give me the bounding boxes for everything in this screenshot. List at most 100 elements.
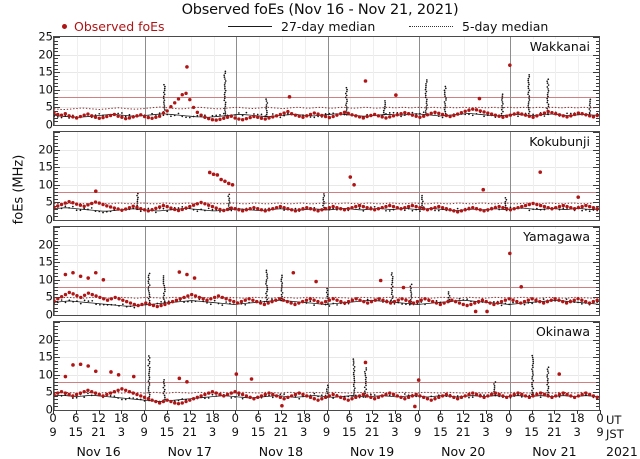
- y-tick-mark: [593, 244, 599, 246]
- minor-gridline: [281, 37, 283, 125]
- y-tick-mark: [595, 195, 599, 197]
- minor-gridline: [373, 227, 375, 315]
- y-tick-mark: [54, 181, 58, 183]
- series-observed-foes: [54, 63, 599, 122]
- minor-gridline: [281, 227, 283, 315]
- y-tick-mark: [595, 353, 599, 355]
- minor-gridline: [76, 37, 78, 125]
- x-tick-mark: [600, 410, 601, 414]
- y-tick-mark: [595, 269, 599, 271]
- y-tick-mark: [595, 86, 599, 88]
- dotted-line-icon: [409, 26, 453, 27]
- y-tick-mark: [54, 93, 58, 95]
- y-tick-mark: [54, 381, 58, 383]
- x-tick-label-ut: 0: [322, 411, 331, 425]
- x-tick-label-jst: 21: [547, 425, 562, 439]
- y-tick-mark: [595, 82, 599, 84]
- x-tick-label-jst: 15: [433, 425, 448, 439]
- y-tick-mark: [595, 378, 599, 380]
- x-tick-label-jst: 3: [300, 425, 308, 439]
- y-tick-mark: [595, 216, 599, 218]
- minor-gridline: [441, 322, 443, 410]
- minor-gridline: [532, 37, 534, 125]
- y-tick-mark: [54, 191, 58, 193]
- y-tick-mark: [595, 241, 599, 243]
- y-tick-mark: [593, 315, 599, 316]
- series-5day-median: [54, 106, 598, 111]
- y-tick-mark: [54, 160, 58, 162]
- y-tick-mark: [595, 286, 599, 288]
- y-tick-mark: [54, 265, 58, 267]
- x-tick-label-ut: 0: [49, 411, 57, 425]
- x-tick-label-ut: 0: [505, 411, 513, 425]
- horizontal-gridline: [54, 54, 599, 56]
- y-tick-mark: [595, 188, 599, 190]
- minor-gridline: [578, 37, 580, 125]
- x-tick-mark: [189, 410, 191, 414]
- minor-gridline: [304, 37, 306, 125]
- y-tick-mark: [595, 139, 599, 141]
- series-layer: [54, 251, 599, 314]
- y-tick-mark: [54, 89, 60, 91]
- minor-gridline: [259, 37, 261, 125]
- y-tick-mark: [54, 402, 58, 404]
- y-tick-mark: [54, 96, 58, 98]
- y-tick-mark: [54, 272, 58, 274]
- y-tick-mark: [54, 184, 60, 186]
- y-tick-label: 15: [38, 254, 53, 269]
- y-tick-mark: [54, 146, 58, 148]
- minor-gridline: [190, 322, 192, 410]
- y-tick-mark: [593, 132, 599, 133]
- y-tick-mark: [593, 374, 599, 376]
- series-5day-median: [54, 202, 594, 205]
- x-tick-label-jst: 3: [391, 425, 399, 439]
- panel-station-label: Wakkanai: [527, 39, 592, 54]
- minor-gridline: [555, 227, 557, 315]
- y-tick-label: 10: [38, 272, 53, 287]
- x-tick-mark: [98, 410, 100, 414]
- y-tick-mark: [54, 251, 58, 253]
- y-tick-label: 20: [38, 331, 53, 346]
- day-divider-line: [236, 132, 238, 220]
- day-divider-line: [54, 322, 55, 410]
- y-tick-mark: [54, 68, 58, 70]
- y-tick-mark: [54, 290, 58, 292]
- minor-gridline: [304, 132, 306, 220]
- y-tick-mark: [593, 149, 599, 151]
- y-tick-mark: [595, 385, 599, 387]
- minor-gridline: [373, 132, 375, 220]
- y-tick-mark: [54, 360, 58, 362]
- reference-line: [54, 191, 599, 193]
- y-tick-mark: [595, 100, 599, 102]
- minor-gridline: [532, 132, 534, 220]
- y-tick-label: 0: [45, 212, 53, 227]
- minor-gridline: [555, 37, 557, 125]
- y-tick-label: 5: [45, 289, 53, 304]
- minor-gridline: [190, 132, 192, 220]
- y-tick-mark: [54, 329, 58, 331]
- minor-gridline: [487, 132, 489, 220]
- chart-panel-yamagawa: Yamagawa: [53, 226, 600, 316]
- y-tick-mark: [593, 322, 599, 323]
- minor-gridline: [555, 132, 557, 220]
- panel-station-label: Kokubunji: [527, 134, 592, 149]
- x-tick-mark: [75, 410, 77, 414]
- y-tick-mark: [595, 251, 599, 253]
- y-tick-mark: [54, 205, 58, 207]
- y-tick-mark: [595, 44, 599, 46]
- minor-gridline: [350, 227, 352, 315]
- y-tick-mark: [595, 329, 599, 331]
- x-tick-mark: [440, 410, 442, 414]
- minor-gridline: [555, 322, 557, 410]
- x-tick-label-ut: 6: [163, 411, 171, 425]
- minor-gridline: [373, 37, 375, 125]
- x-axis-day-label: Nov 19: [349, 444, 395, 459]
- y-tick-mark: [595, 406, 599, 408]
- x-tick-label-jst: 21: [273, 425, 289, 439]
- horizontal-gridline: [54, 244, 599, 246]
- x-axis: 0 9 6 15 12 21 18 3 0 9 6 15 12 21 18 3 0 9 6 15 12 21 18 3 0 9 6 1…: [49, 410, 604, 459]
- y-tick-mark: [595, 230, 599, 232]
- x-tick-mark: [144, 410, 146, 414]
- y-tick-mark: [595, 234, 599, 236]
- x-tick-mark: [508, 410, 510, 414]
